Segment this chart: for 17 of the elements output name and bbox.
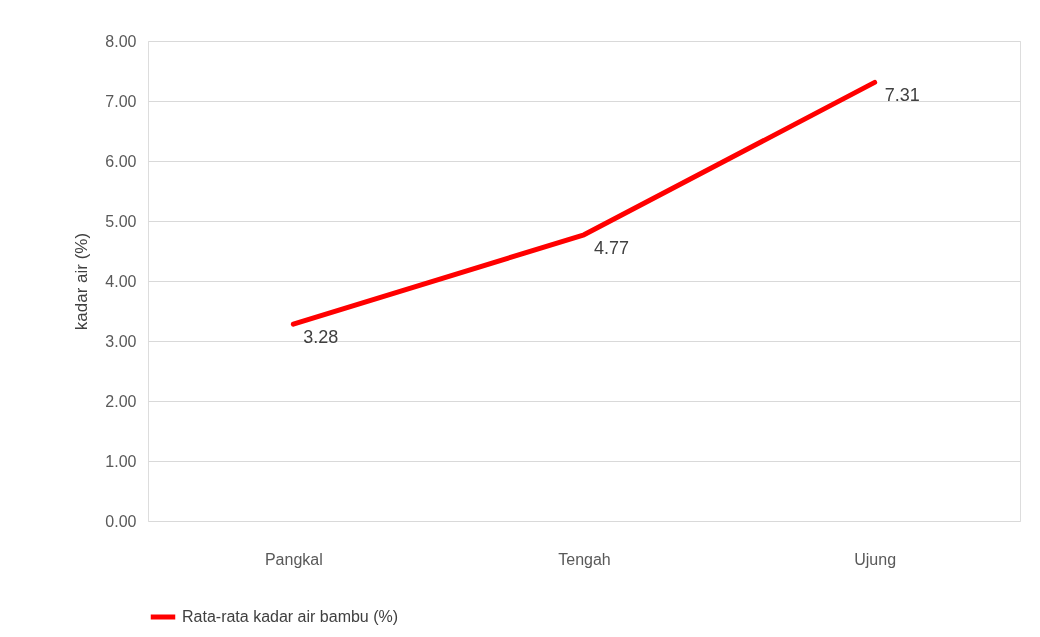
y-tick-label: 6.00 bbox=[105, 152, 137, 170]
y-tick-label: 7.00 bbox=[105, 92, 137, 110]
x-tick-label: Pangkal bbox=[264, 550, 323, 568]
data-label: 7.31 bbox=[884, 85, 920, 106]
y-tick-label: 0.00 bbox=[105, 512, 137, 530]
y-tick-label: 3.00 bbox=[105, 332, 137, 350]
y-tick-label: 4.00 bbox=[105, 272, 137, 290]
legend-label: Rata-rata kadar air bambu (%) bbox=[182, 608, 399, 625]
data-label: 4.77 bbox=[594, 237, 630, 258]
x-tick-label: Ujung bbox=[854, 550, 897, 568]
y-tick-label: 5.00 bbox=[105, 212, 137, 230]
y-axis-title: kadar air (%) bbox=[72, 232, 92, 331]
y-tick-label: 8.00 bbox=[105, 32, 137, 50]
data-label: 3.28 bbox=[303, 327, 339, 348]
y-tick-label: 2.00 bbox=[105, 392, 137, 410]
y-tick-label: 1.00 bbox=[105, 452, 137, 470]
x-tick-label: Tengah bbox=[558, 550, 611, 568]
